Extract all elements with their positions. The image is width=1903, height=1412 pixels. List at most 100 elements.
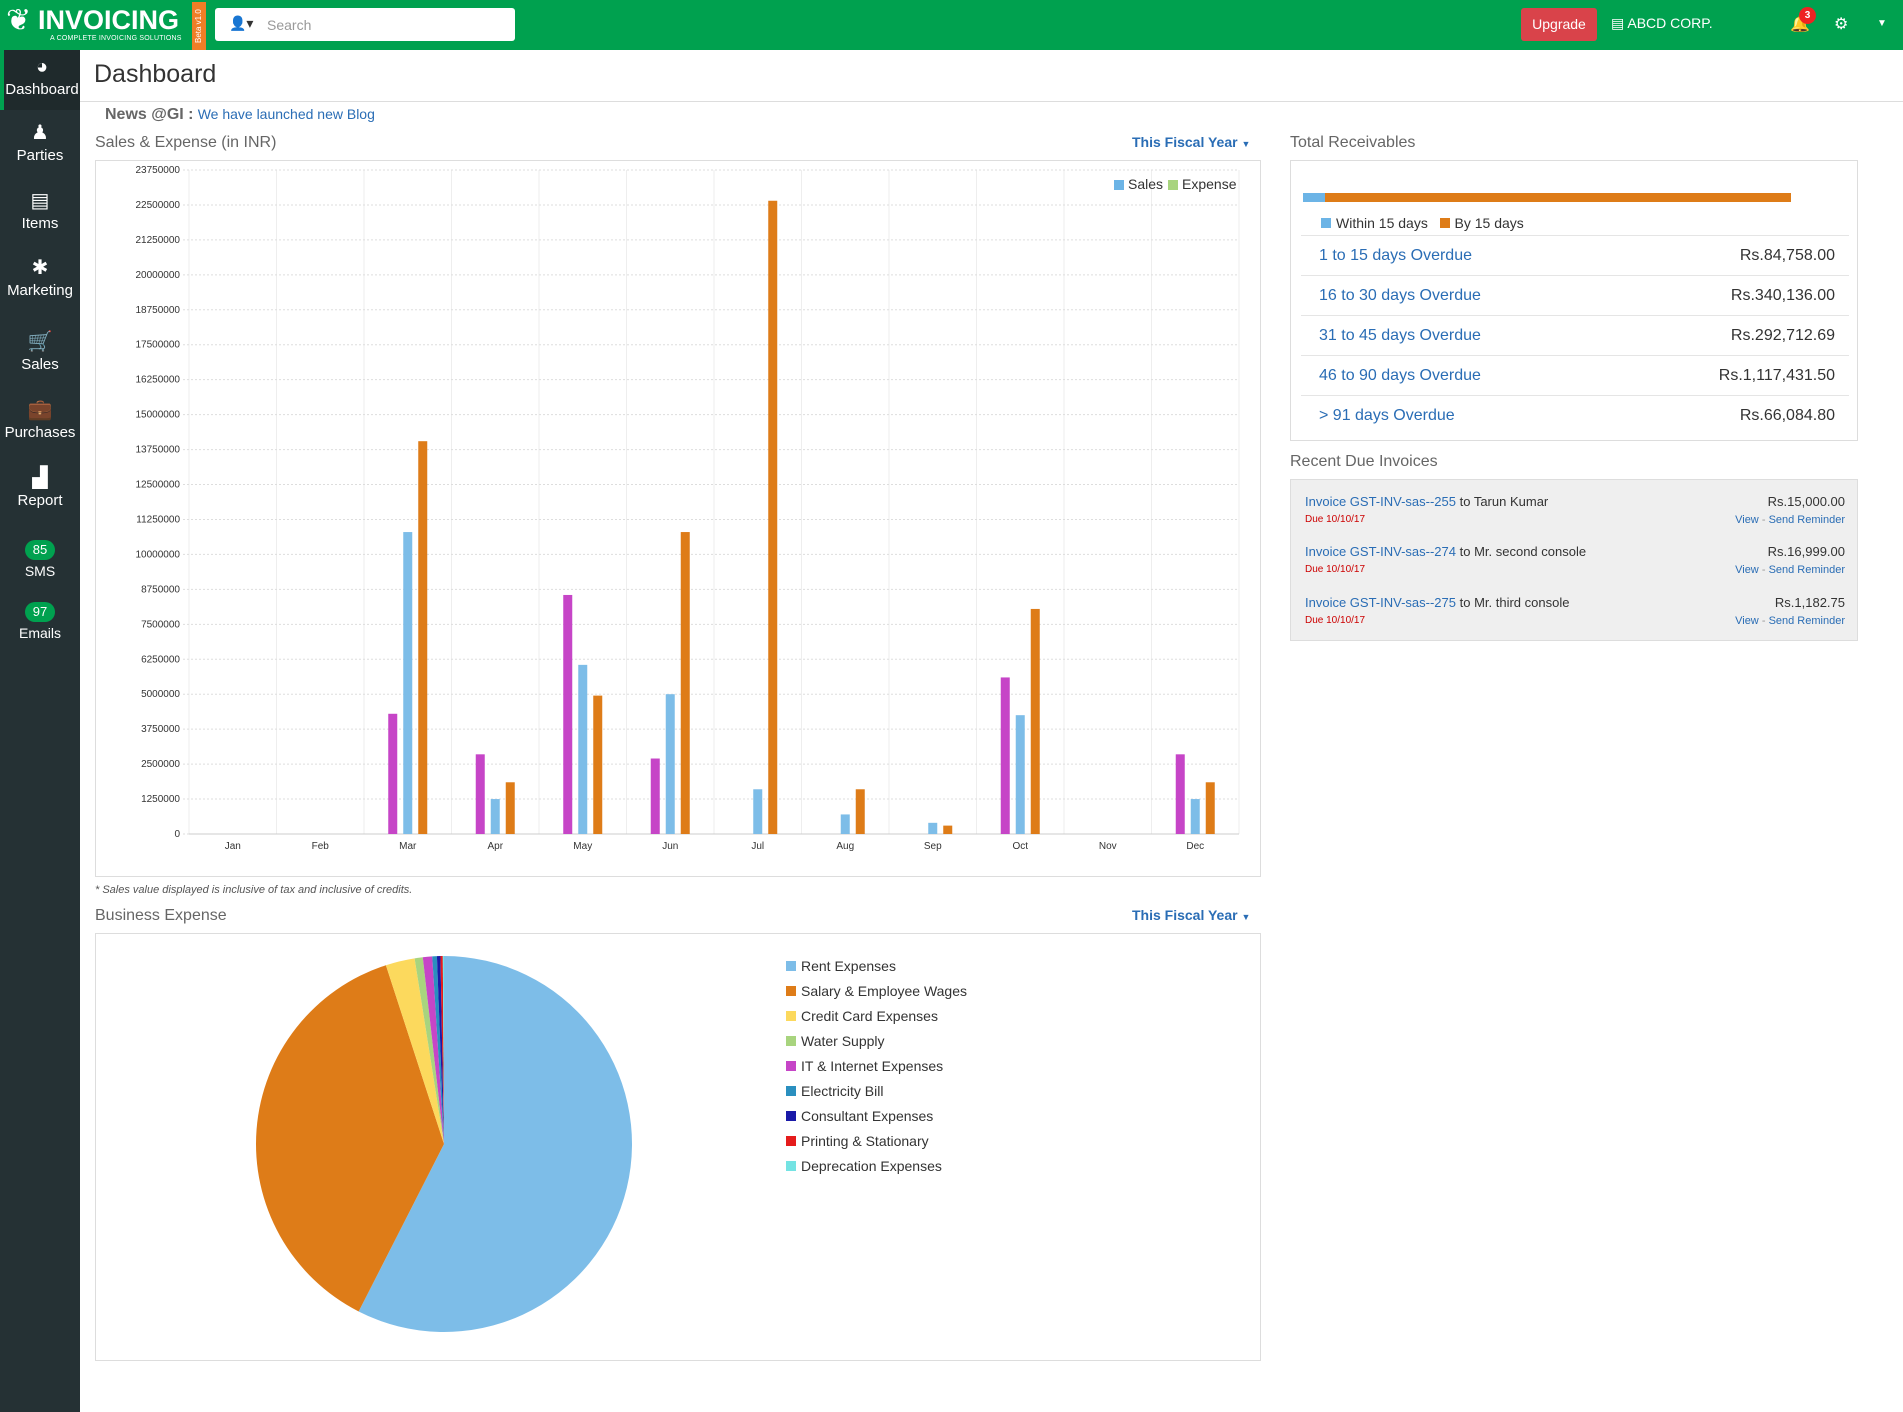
legend-label: Expense bbox=[1182, 176, 1237, 192]
pie-legend-item[interactable]: Consultant Expenses bbox=[786, 1108, 967, 1133]
bar[interactable] bbox=[928, 822, 938, 834]
user-filter-dropdown-icon[interactable]: 👤▾ bbox=[229, 15, 254, 31]
brand-logo[interactable]: ❦ INVOICING A COMPLETE INVOICING SOLUTIO… bbox=[4, 2, 206, 50]
sidebar-item-emails[interactable]: 97 Emails bbox=[0, 602, 80, 641]
news-link[interactable]: We have launched new Blog bbox=[197, 106, 375, 122]
sidebar-item-sms[interactable]: 85 SMS bbox=[0, 540, 80, 579]
pie-legend-item[interactable]: Electricity Bill bbox=[786, 1083, 967, 1108]
bar[interactable] bbox=[753, 789, 763, 834]
pie-slice[interactable] bbox=[358, 956, 632, 1332]
legend-swatch bbox=[786, 1161, 796, 1171]
top-navbar: ❦ INVOICING A COMPLETE INVOICING SOLUTIO… bbox=[0, 0, 1903, 50]
bar[interactable] bbox=[1030, 608, 1040, 834]
invoice-link[interactable]: Invoice GST-INV-sas--255 bbox=[1305, 494, 1456, 509]
send-reminder-link[interactable]: Send Reminder bbox=[1768, 564, 1845, 576]
sidebar-item-report[interactable]: ▟ Report bbox=[0, 467, 80, 509]
pie-legend-item[interactable]: Deprecation Expenses bbox=[786, 1158, 967, 1183]
gear-icon[interactable]: ⚙ bbox=[1834, 16, 1849, 33]
pie-slice[interactable] bbox=[385, 958, 444, 1144]
sidebar-item-parties[interactable]: ♟ Parties bbox=[0, 122, 80, 164]
document-icon: ▤ bbox=[30, 190, 50, 212]
view-link[interactable]: View bbox=[1735, 514, 1759, 526]
legend-label: Salary & Employee Wages bbox=[801, 983, 967, 999]
pie-legend-item[interactable]: Salary & Employee Wages bbox=[786, 983, 967, 1008]
chevron-down-icon[interactable]: ▼ bbox=[1877, 18, 1887, 29]
pie-slice[interactable] bbox=[422, 956, 444, 1144]
pie-legend-item[interactable]: Water Supply bbox=[786, 1033, 967, 1058]
bar[interactable] bbox=[563, 594, 573, 834]
sidebar-item-sales[interactable]: 🛒 Sales bbox=[0, 331, 80, 373]
notification-count-badge: 3 bbox=[1799, 7, 1816, 24]
invoice-recipient: to Mr. third console bbox=[1456, 595, 1570, 610]
bar[interactable] bbox=[1015, 715, 1025, 834]
receivable-row[interactable]: 31 to 45 days Overdue Rs.292,712.69 bbox=[1301, 315, 1849, 355]
news-bar: News @GI : We have launched new Blog bbox=[105, 106, 375, 124]
sidebar: ◕ Dashboard ♟ Parties ▤ Items ✱ Marketin… bbox=[0, 50, 80, 1412]
pie-slice[interactable] bbox=[442, 956, 444, 1144]
bar[interactable] bbox=[418, 441, 428, 834]
bar[interactable] bbox=[840, 814, 850, 834]
receivable-label[interactable]: 1 to 15 days Overdue bbox=[1319, 247, 1472, 264]
bar[interactable] bbox=[490, 799, 500, 834]
receivable-label[interactable]: 31 to 45 days Overdue bbox=[1319, 327, 1481, 344]
pie-slice[interactable] bbox=[432, 956, 444, 1144]
company-selector[interactable]: ▤ ABCD CORP. bbox=[1611, 15, 1713, 32]
sidebar-item-marketing[interactable]: ✱ Marketing bbox=[0, 257, 80, 299]
invoice-link[interactable]: Invoice GST-INV-sas--274 bbox=[1305, 544, 1456, 559]
send-reminder-link[interactable]: Send Reminder bbox=[1768, 615, 1845, 627]
send-reminder-link[interactable]: Send Reminder bbox=[1768, 514, 1845, 526]
receivables-progress-bar bbox=[1303, 193, 1791, 202]
pie-slice[interactable] bbox=[436, 956, 444, 1144]
dashboard-icon: ◕ bbox=[35, 56, 49, 78]
bar[interactable] bbox=[855, 789, 865, 834]
pie-legend-item[interactable]: Rent Expenses bbox=[786, 958, 967, 983]
pie-legend-item[interactable]: Credit Card Expenses bbox=[786, 1008, 967, 1033]
y-tick-label: 2500000 bbox=[141, 759, 180, 770]
search-input[interactable] bbox=[267, 15, 507, 35]
receivable-row[interactable]: 46 to 90 days Overdue Rs.1,117,431.50 bbox=[1301, 355, 1849, 395]
sidebar-item-purchases[interactable]: 💼 Purchases bbox=[0, 399, 80, 441]
bar[interactable] bbox=[1000, 677, 1010, 834]
expense-period-dropdown[interactable]: This Fiscal Year ▼ bbox=[1132, 907, 1250, 923]
sales-period-dropdown[interactable]: This Fiscal Year ▼ bbox=[1132, 134, 1250, 150]
legend-label: Electricity Bill bbox=[801, 1083, 884, 1099]
pie-slice[interactable] bbox=[440, 956, 444, 1144]
legend-swatch bbox=[786, 1111, 796, 1121]
receivable-row[interactable]: 16 to 30 days Overdue Rs.340,136.00 bbox=[1301, 275, 1849, 315]
receivable-label[interactable]: 16 to 30 days Overdue bbox=[1319, 287, 1481, 304]
bar[interactable] bbox=[505, 782, 515, 834]
view-link[interactable]: View bbox=[1735, 615, 1759, 627]
legend-swatch bbox=[786, 1011, 796, 1021]
pie-legend-item[interactable]: Printing & Stationary bbox=[786, 1133, 967, 1158]
bar[interactable] bbox=[1175, 754, 1185, 834]
view-link[interactable]: View bbox=[1735, 564, 1759, 576]
due-invoice-item: Invoice GST-INV-sas--275 to Mr. third co… bbox=[1305, 595, 1845, 641]
bar[interactable] bbox=[388, 713, 398, 834]
bar[interactable] bbox=[665, 694, 675, 834]
bar[interactable] bbox=[578, 664, 588, 834]
bar[interactable] bbox=[1205, 782, 1215, 834]
receivable-row[interactable]: > 91 days Overdue Rs.66,084.80 bbox=[1301, 395, 1849, 435]
y-tick-label: 0 bbox=[174, 829, 180, 840]
bar[interactable] bbox=[403, 532, 413, 834]
sidebar-item-dashboard[interactable]: ◕ Dashboard bbox=[0, 50, 80, 110]
sms-count-badge: 85 bbox=[25, 540, 55, 560]
pie-legend-item[interactable]: IT & Internet Expenses bbox=[786, 1058, 967, 1083]
pie-slice[interactable] bbox=[256, 965, 444, 1312]
bar[interactable] bbox=[943, 825, 953, 834]
search-box: 👤▾ bbox=[215, 8, 515, 41]
receivable-label[interactable]: > 91 days Overdue bbox=[1319, 407, 1455, 424]
bar[interactable] bbox=[650, 758, 660, 834]
bar[interactable] bbox=[1190, 799, 1200, 834]
bar[interactable] bbox=[768, 200, 778, 835]
receivable-amount: Rs.1,117,431.50 bbox=[1718, 367, 1835, 384]
bar[interactable] bbox=[593, 695, 603, 834]
upgrade-button[interactable]: Upgrade bbox=[1521, 8, 1597, 41]
bar[interactable] bbox=[680, 532, 690, 834]
sidebar-item-items[interactable]: ▤ Items bbox=[0, 190, 80, 232]
invoice-link[interactable]: Invoice GST-INV-sas--275 bbox=[1305, 595, 1456, 610]
pie-slice[interactable] bbox=[414, 957, 444, 1144]
receivable-label[interactable]: 46 to 90 days Overdue bbox=[1319, 367, 1481, 384]
bar[interactable] bbox=[475, 754, 485, 834]
receivable-row[interactable]: 1 to 15 days Overdue Rs.84,758.00 bbox=[1301, 235, 1849, 275]
